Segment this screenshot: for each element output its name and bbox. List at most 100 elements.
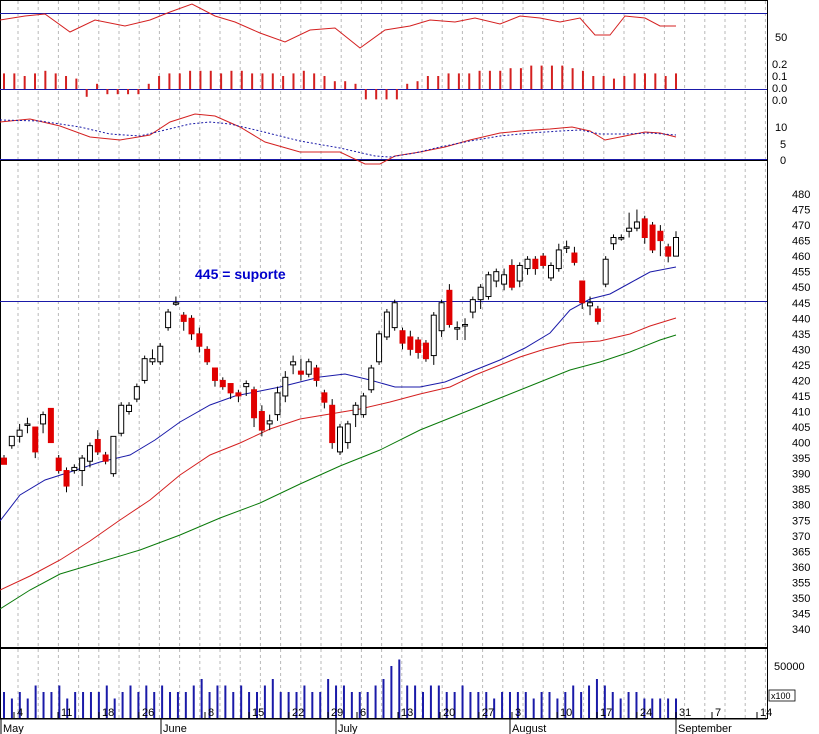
candle-body (626, 227, 633, 232)
candle-body (602, 258, 609, 285)
month-label: June (163, 723, 187, 734)
candle-body (352, 404, 359, 416)
candle-body (251, 389, 258, 419)
candle-body (126, 404, 133, 412)
candle-body (563, 246, 570, 249)
price-tick: 345 (792, 608, 810, 620)
date-tick: 13 (401, 707, 413, 719)
price-tick: 390 (792, 469, 810, 481)
price-tick: 415 (792, 391, 810, 403)
price-tick: 355 (792, 577, 810, 589)
indicator1-line (0, 3, 676, 49)
indicator2-histogram (3, 65, 677, 100)
candle-body (149, 358, 156, 363)
price-tick: 480 (792, 189, 810, 201)
candle-body (290, 361, 297, 366)
candle-body (430, 314, 437, 357)
candle-body (587, 302, 594, 307)
price-tick: 365 (792, 546, 810, 558)
price-tick: 460 (792, 251, 810, 263)
candle-body (94, 438, 101, 453)
date-tick: 18 (102, 707, 114, 719)
candle-body (8, 435, 15, 447)
candle-body (547, 264, 554, 279)
price-axis-ticks: 340 345 350 355 360 365 370 375 380 385 390 395 400 4… (792, 189, 810, 636)
price-tick: 350 (792, 593, 810, 605)
date-tick: 27 (482, 707, 494, 719)
moving-average-long (0, 334, 677, 610)
candle-body (274, 392, 281, 416)
candle-body (71, 466, 78, 472)
month-label: September (678, 723, 732, 734)
price-tick: 395 (792, 453, 810, 465)
date-tick: 15 (252, 707, 264, 719)
candle-body (360, 395, 367, 416)
candle-body (540, 255, 547, 266)
indicator-axis-ticks: 50 0.2 0.1 0.0 0.0 10 5 0 (772, 32, 787, 167)
price-tick: 340 (792, 624, 810, 636)
price-tick: 475 (792, 205, 810, 217)
price-tick: 375 (792, 515, 810, 527)
price-tick: 405 (792, 422, 810, 434)
date-tick: 26 (142, 707, 154, 719)
candle-body (383, 311, 390, 338)
date-tick: 20 (443, 707, 455, 719)
date-tick: 29 (331, 707, 343, 719)
price-tick: 400 (792, 438, 810, 450)
candle-body (102, 454, 109, 462)
volume-tick: 50000 (774, 661, 805, 673)
date-tick: 4 (17, 707, 23, 719)
candle-body (673, 237, 679, 257)
candle-body (266, 420, 273, 425)
candle-body (438, 302, 445, 332)
candle-body (133, 386, 140, 400)
price-tick: 370 (792, 531, 810, 543)
price-tick: 410 (792, 407, 810, 419)
macd-line (0, 113, 677, 165)
indicator-baselines (0, 13, 767, 160)
candle-body (415, 339, 422, 353)
candle-body (157, 345, 164, 363)
volume-bars (3, 659, 677, 718)
candle-body (477, 286, 484, 301)
date-tick: 10 (560, 707, 572, 719)
candle-body (63, 470, 70, 487)
candle-body (305, 361, 312, 375)
candle-body (243, 383, 250, 388)
candle-body (86, 445, 93, 462)
candle-body (55, 457, 62, 472)
candle-body (532, 258, 539, 270)
candle-body (344, 423, 351, 444)
candle-body (446, 289, 453, 326)
candle-body (329, 404, 336, 444)
candle-body (594, 308, 601, 322)
candle-body (391, 302, 398, 329)
candle-body (297, 370, 304, 375)
indicator3-tick: 0 (780, 155, 786, 167)
candle-body (110, 435, 117, 475)
candle-body (571, 252, 578, 263)
candle-body (165, 311, 172, 329)
candle-body (493, 271, 500, 282)
candle-body (657, 230, 664, 242)
date-tick: 11 (61, 707, 72, 719)
candle-body (665, 246, 672, 257)
date-tick: 3 (515, 707, 521, 719)
candle-body (32, 426, 39, 453)
indicator2-tick: 0.0 (772, 95, 787, 107)
month-label: August (512, 723, 546, 734)
candle-body (141, 358, 148, 381)
candle-body (485, 274, 492, 298)
moving-average-mid (0, 317, 677, 591)
indicator1-tick: 50 (775, 32, 787, 44)
candle-body (47, 407, 54, 444)
candle-body (618, 237, 625, 240)
candle-body (501, 274, 508, 285)
price-tick: 385 (792, 484, 810, 496)
price-tick: 470 (792, 220, 810, 232)
candle-body (204, 348, 211, 363)
date-tick: 8 (208, 707, 214, 719)
candle-body (196, 333, 203, 347)
candle-body (282, 376, 289, 397)
